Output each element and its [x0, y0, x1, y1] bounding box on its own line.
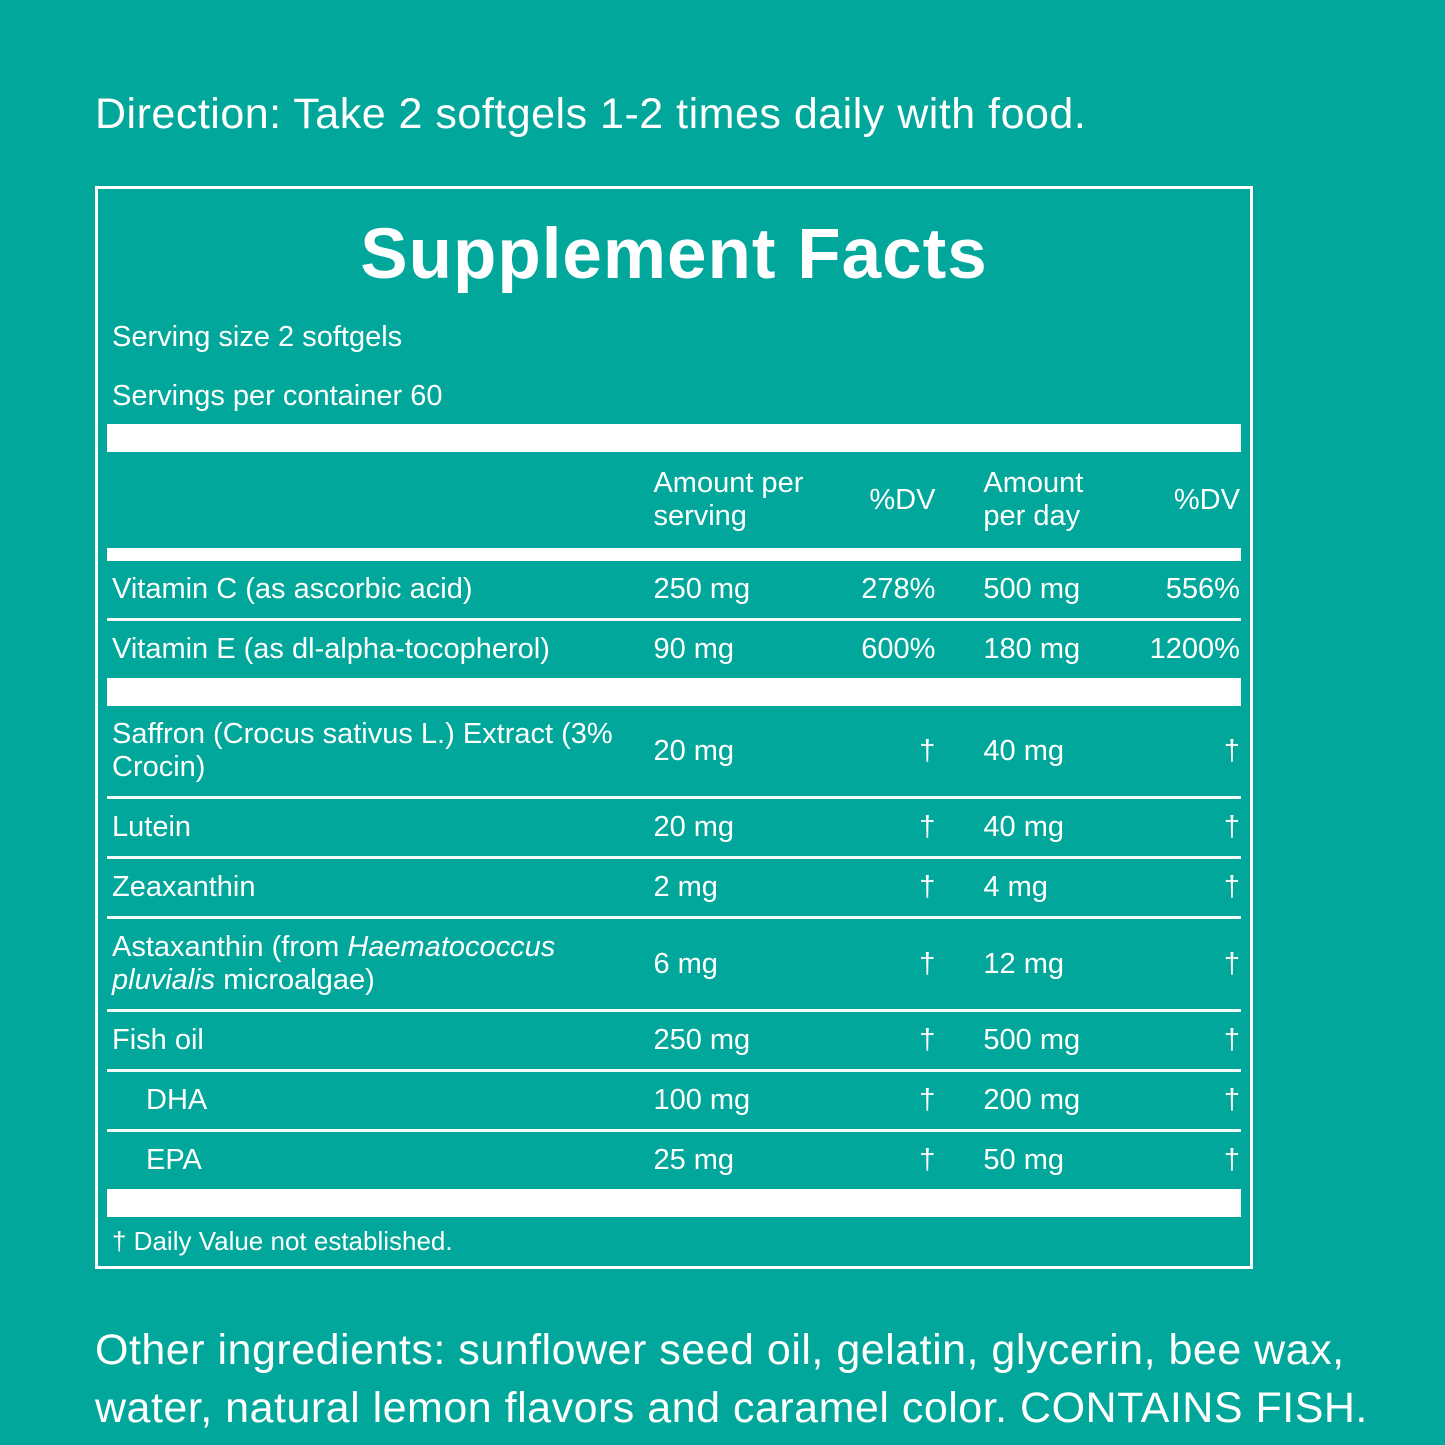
direction-text: Direction: Take 2 softgels 1-2 times dai…	[95, 90, 1087, 138]
dv-day-value: 1200%	[1149, 633, 1240, 665]
amount-per-serving-value: 20 mg	[653, 811, 735, 843]
dv-serving-value: †	[919, 947, 936, 980]
ingredient-name: Saffron (Crocus sativus L.) Extract (3% …	[112, 718, 613, 783]
ingredient-name: Vitamin C (as ascorbic acid)	[112, 573, 473, 605]
dv-footnote: † Daily Value not established.	[112, 1226, 453, 1256]
section-divider-bar	[107, 678, 1241, 706]
row-separator	[107, 856, 1241, 859]
dv-day-value: †	[1223, 811, 1240, 843]
row-separator	[107, 796, 1241, 799]
ingredient-row: DHA 100 mg † 200 mg †	[98, 1072, 1250, 1129]
row-separator	[107, 1069, 1241, 1072]
supplement-facts-panel: Supplement Facts Serving size 2 softgels…	[95, 186, 1253, 1269]
dv-serving-value: †	[919, 1024, 936, 1056]
amount-per-day-value: 12 mg	[983, 947, 1065, 980]
dv-day-value: †	[1223, 1024, 1240, 1056]
section-divider-bar	[107, 1189, 1241, 1217]
ingredient-name: Zeaxanthin	[112, 871, 256, 903]
amount-per-serving-value: 20 mg	[653, 734, 735, 767]
servings-per-container-text: Servings per container 60	[112, 380, 443, 412]
other-ingredients-text: Other ingredients: sunflower seed oil, g…	[95, 1326, 1368, 1432]
amount-per-serving-value: 6 mg	[653, 947, 718, 980]
table-header-row: Amount per serving %DV Amount per day %D…	[98, 452, 1250, 548]
ingredient-name: EPA	[146, 1144, 202, 1176]
column-header-dv-day: %DV	[1173, 483, 1240, 516]
ingredient-row: Saffron (Crocus sativus L.) Extract (3% …	[98, 706, 1250, 796]
dv-serving-value: 600%	[861, 633, 936, 665]
amount-per-day-value: 50 mg	[983, 1144, 1065, 1176]
amount-per-day-value: 4 mg	[983, 871, 1048, 903]
ingredient-row: EPA 25 mg † 50 mg †	[98, 1132, 1250, 1189]
row-separator	[107, 618, 1241, 621]
column-header-dv-serving: %DV	[869, 483, 936, 516]
serving-size-text: Serving size 2 softgels	[112, 321, 403, 353]
amount-per-serving-value: 2 mg	[653, 871, 718, 903]
header-divider-bar	[107, 548, 1241, 561]
facts-table-body: Vitamin C (as ascorbic acid) 250 mg 278% 50…	[98, 561, 1250, 1217]
amount-per-day-value: 500 mg	[983, 1024, 1081, 1056]
dv-serving-value: 278%	[861, 573, 936, 605]
ingredient-row: Lutein 20 mg † 40 mg †	[98, 799, 1250, 856]
row-separator	[107, 916, 1241, 919]
ingredient-name: Fish oil	[112, 1024, 204, 1056]
ingredient-name: DHA	[146, 1084, 208, 1116]
dv-day-value: †	[1223, 734, 1240, 767]
ingredient-row: Zeaxanthin 2 mg † 4 mg †	[98, 859, 1250, 916]
amount-per-day-value: 40 mg	[983, 811, 1065, 843]
amount-per-serving-value: 25 mg	[653, 1144, 735, 1176]
column-header-amount-per-serving: Amount per serving	[653, 467, 804, 532]
dv-serving-value: †	[919, 734, 936, 767]
amount-per-day-value: 500 mg	[983, 573, 1081, 605]
panel-title: Supplement Facts	[360, 215, 988, 294]
ingredient-name: Vitamin E (as dl-alpha-tocopherol)	[112, 633, 550, 665]
dv-day-value: 556%	[1165, 573, 1240, 605]
ingredient-name: Astaxanthin (from Haematococcus pluviali…	[112, 931, 556, 996]
ingredient-name: Lutein	[112, 811, 192, 843]
dv-serving-value: †	[919, 1084, 936, 1116]
row-separator	[107, 1129, 1241, 1132]
amount-per-day-value: 180 mg	[983, 633, 1081, 665]
section-divider-bar	[107, 424, 1241, 452]
dv-serving-value: †	[919, 871, 936, 903]
dv-day-value: †	[1223, 1084, 1240, 1116]
amount-per-day-value: 200 mg	[983, 1084, 1081, 1116]
ingredient-row: Astaxanthin (from Haematococcus pluviali…	[98, 919, 1250, 1009]
ingredient-row: Fish oil 250 mg † 500 mg †	[98, 1012, 1250, 1069]
dv-serving-value: †	[919, 1144, 936, 1176]
dv-day-value: †	[1223, 947, 1240, 980]
amount-per-serving-value: 90 mg	[653, 633, 735, 665]
dv-day-value: †	[1223, 871, 1240, 903]
amount-per-serving-value: 100 mg	[653, 1084, 751, 1116]
amount-per-serving-value: 250 mg	[653, 1024, 751, 1056]
dv-serving-value: †	[919, 811, 936, 843]
column-header-amount-per-day: Amount per day	[983, 467, 1084, 532]
ingredient-row: Vitamin C (as ascorbic acid) 250 mg 278% 50…	[98, 561, 1250, 618]
amount-per-serving-value: 250 mg	[653, 573, 751, 605]
amount-per-day-value: 40 mg	[983, 734, 1065, 767]
ingredient-row: Vitamin E (as dl-alpha-tocopherol) 90 mg 6…	[98, 621, 1250, 678]
row-separator	[107, 1009, 1241, 1012]
dv-day-value: †	[1223, 1144, 1240, 1176]
